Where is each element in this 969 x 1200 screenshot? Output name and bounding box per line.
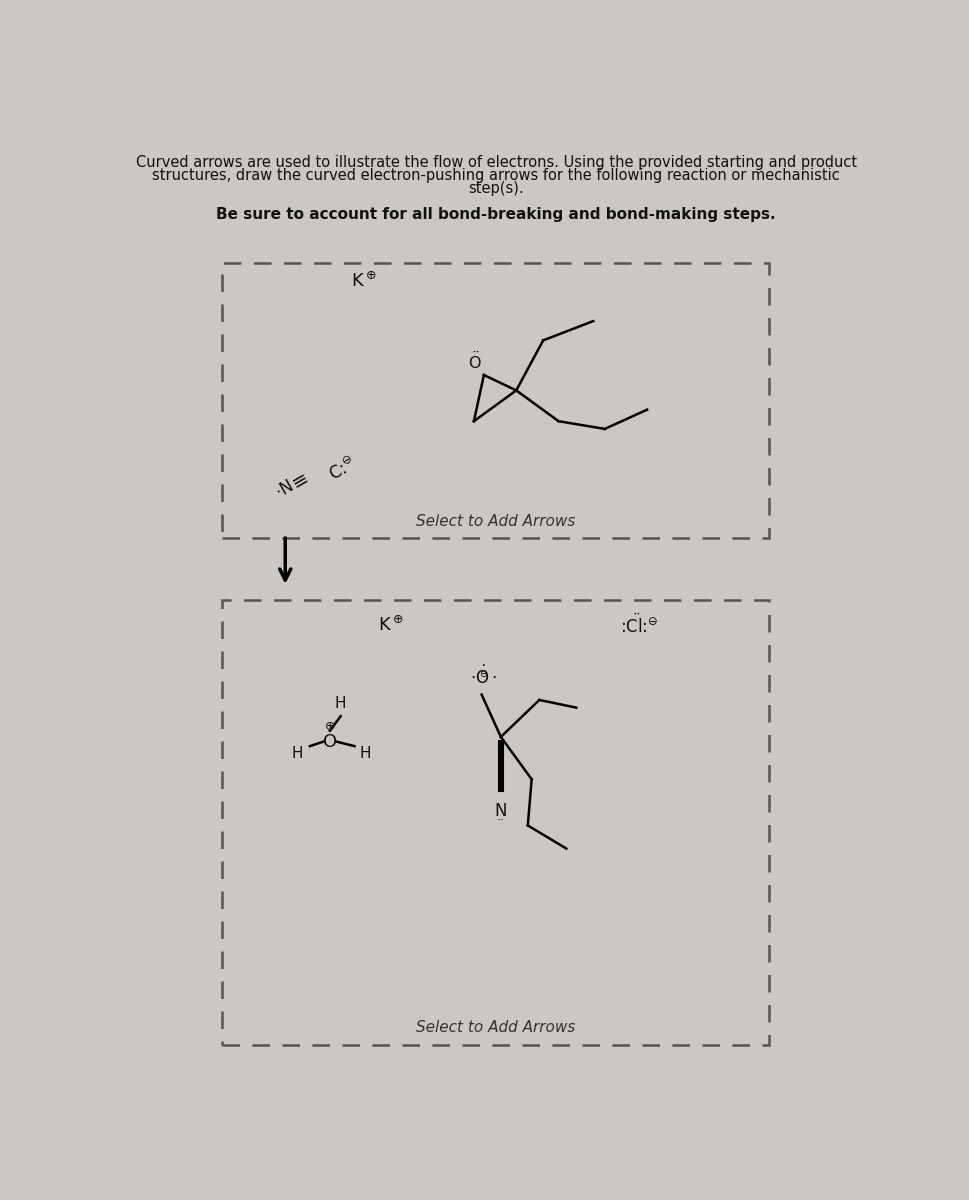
Text: structures, draw the curved electron-pushing arrows for the following reaction o: structures, draw the curved electron-pus… [152, 168, 840, 182]
Text: Select to Add Arrows: Select to Add Arrows [416, 1020, 576, 1034]
Text: $\ddot{\rm O}$: $\ddot{\rm O}$ [468, 350, 482, 372]
Bar [222, 263, 768, 539]
Text: Select to Add Arrows: Select to Add Arrows [416, 514, 576, 529]
Text: step(s).: step(s). [468, 181, 524, 196]
Text: N: N [494, 802, 507, 820]
Text: H: H [359, 746, 371, 761]
Text: :$\ddot{\rm Cl}$:$^{\ominus}$: :$\ddot{\rm Cl}$:$^{\ominus}$ [620, 613, 658, 637]
Text: K$^\oplus$: K$^\oplus$ [351, 271, 377, 290]
Text: K$^\oplus$: K$^\oplus$ [378, 616, 403, 635]
Text: $^{\ominus}$: $^{\ominus}$ [479, 670, 488, 684]
Text: ··: ·· [497, 814, 505, 827]
Text: $\cdot$N: $\cdot$N [272, 476, 297, 502]
Text: C:$^{\ominus}$: C:$^{\ominus}$ [327, 455, 360, 486]
Bar [222, 600, 768, 1045]
Text: $\overset{\oplus}{\rm O}$: $\overset{\oplus}{\rm O}$ [323, 722, 337, 751]
Text: H: H [292, 746, 303, 761]
Text: Curved arrows are used to illustrate the flow of electrons. Using the provided s: Curved arrows are used to illustrate the… [136, 155, 857, 169]
Text: $\equiv$: $\equiv$ [286, 468, 313, 494]
Text: H: H [335, 696, 347, 712]
Text: $\cdot\dot{\rm O}\cdot$: $\cdot\dot{\rm O}\cdot$ [470, 665, 497, 689]
Text: Be sure to account for all bond-breaking and bond-making steps.: Be sure to account for all bond-breaking… [216, 208, 776, 222]
